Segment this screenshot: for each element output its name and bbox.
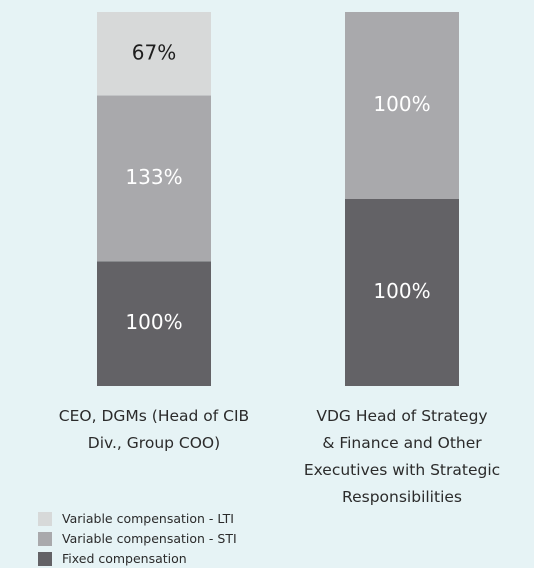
bar-segment (345, 199, 459, 386)
legend-swatch (38, 552, 52, 566)
data-label: 100% (373, 92, 430, 116)
legend-label: Fixed compensation (62, 551, 187, 566)
legend-label: Variable compensation - STI (62, 531, 237, 546)
data-label: 100% (373, 279, 430, 303)
data-label: 133% (125, 165, 182, 189)
bar-segment (97, 95, 211, 262)
x-tick-label: CEO, DGMs (Head of CIB Div., Group COO) (58, 407, 250, 452)
x-tick-label: VDG Head of Strategy & Finance and Other… (303, 407, 501, 506)
data-label: 100% (125, 310, 182, 334)
legend-swatch (38, 512, 52, 526)
bar-segment (345, 12, 459, 199)
bar-segment (97, 12, 211, 96)
legend-swatch (38, 532, 52, 546)
data-label: 67% (132, 40, 176, 64)
bar-segment (97, 261, 211, 386)
legend-label: Variable compensation - LTI (62, 511, 234, 526)
